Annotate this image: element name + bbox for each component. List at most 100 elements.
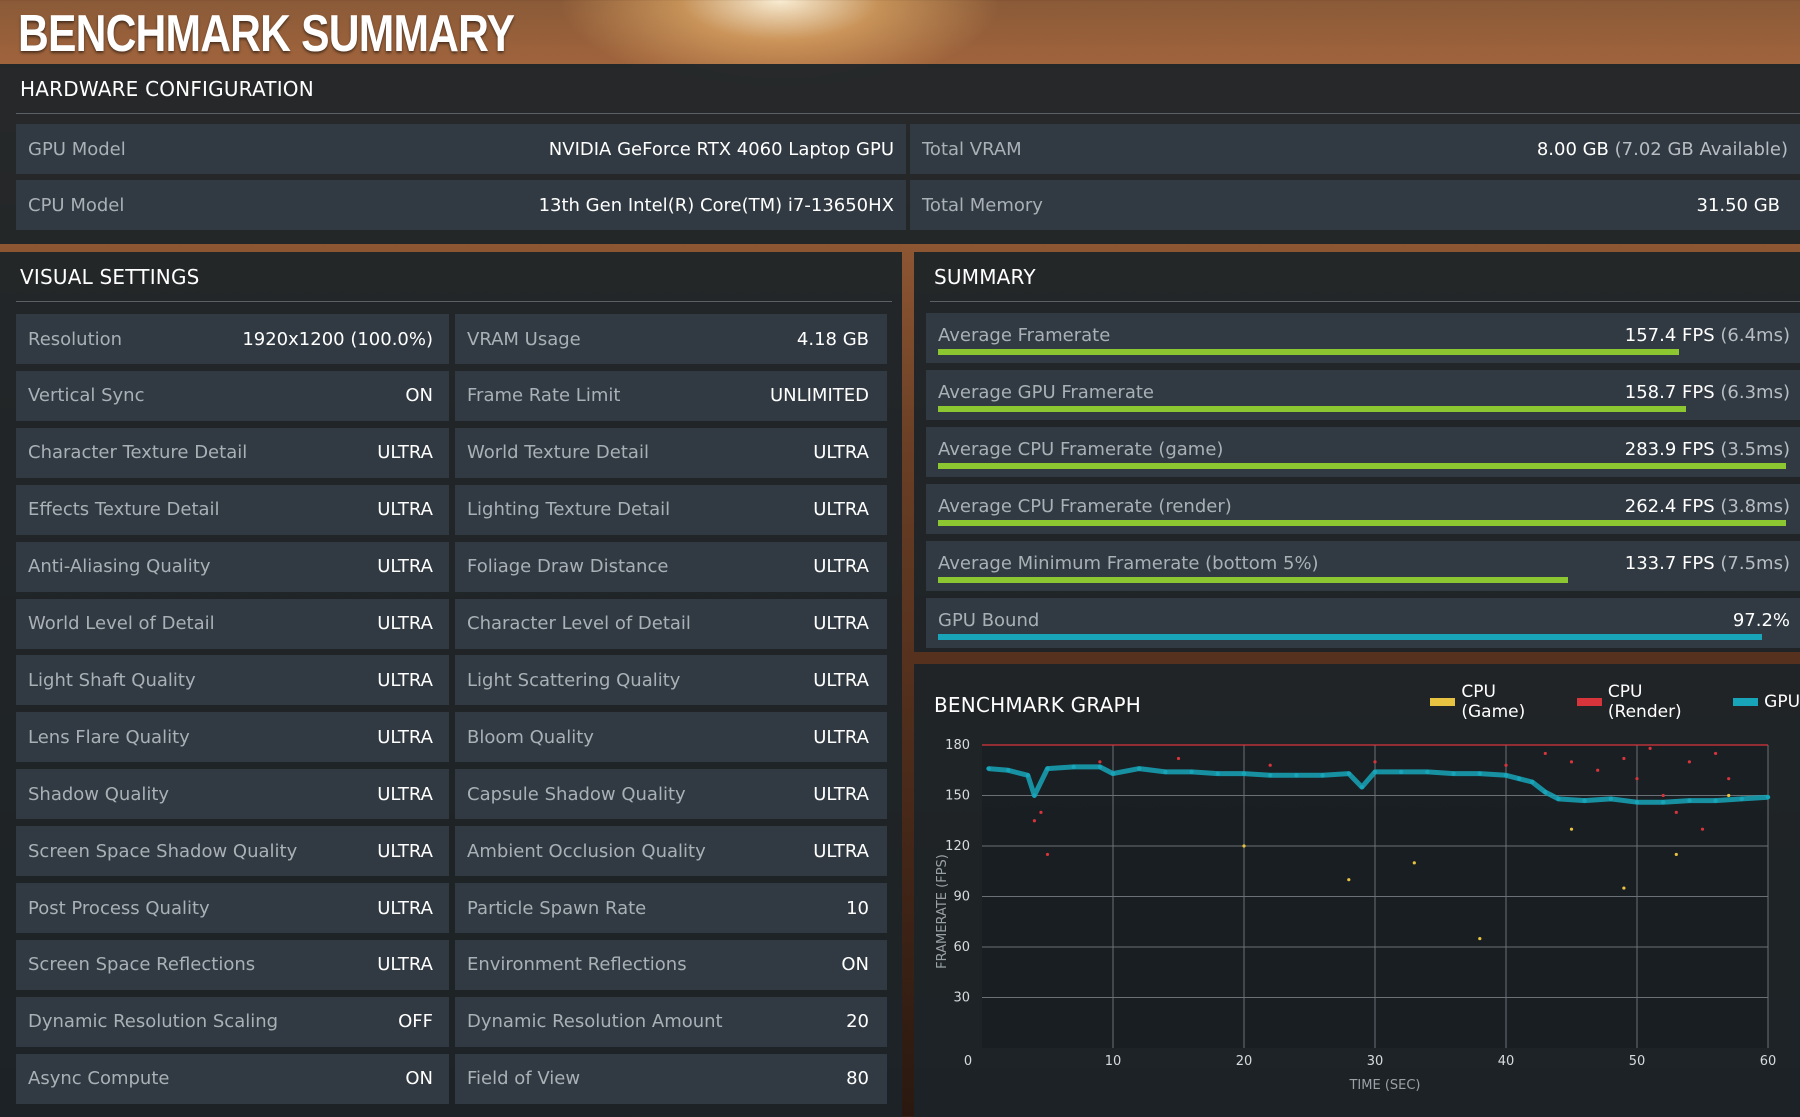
setting-label: Vertical Sync bbox=[28, 385, 145, 407]
setting-label: Lens Flare Quality bbox=[28, 726, 190, 748]
data-point-gpu bbox=[1045, 766, 1050, 771]
summary-row: Average CPU Framerate (game) 283.9 FPS (3… bbox=[926, 427, 1800, 477]
setting-row: Bloom Quality ULTRA bbox=[455, 712, 887, 763]
summary-progress-bar bbox=[938, 406, 1686, 412]
x-tick-label: 50 bbox=[1629, 1054, 1646, 1069]
data-point-cpu-render bbox=[1727, 777, 1731, 781]
legend-label-cpu-game: CPU (Game) bbox=[1461, 682, 1526, 722]
data-point-gpu bbox=[1451, 771, 1456, 776]
setting-row: Character Texture Detail ULTRA bbox=[16, 427, 449, 478]
x-axis-label: TIME (SEC) bbox=[1348, 1078, 1420, 1093]
setting-label: Particle Spawn Rate bbox=[467, 897, 647, 919]
benchmark-graph-heading: BENCHMARK GRAPH bbox=[934, 693, 1141, 717]
summary-fps: 133.7 FPS bbox=[1624, 553, 1715, 574]
data-point-cpu-render bbox=[1648, 746, 1652, 750]
y-tick-label: 120 bbox=[945, 839, 970, 854]
data-point-gpu bbox=[1543, 789, 1548, 795]
setting-value: ULTRA bbox=[813, 840, 869, 862]
data-point-gpu bbox=[1687, 798, 1692, 803]
setting-value: ULTRA bbox=[377, 669, 433, 691]
data-point-gpu bbox=[1241, 771, 1247, 776]
data-point-gpu bbox=[1634, 800, 1640, 805]
x-tick-label: 30 bbox=[1367, 1054, 1384, 1069]
summary-value: 157.4 FPS (6.4ms) bbox=[1625, 325, 1790, 346]
data-point-cpu-game bbox=[1622, 886, 1626, 890]
summary-fps: 262.4 FPS bbox=[1624, 496, 1715, 517]
setting-row: World Level of Detail ULTRA bbox=[16, 598, 449, 649]
data-point-cpu-render bbox=[1373, 760, 1377, 764]
summary-label: GPU Bound bbox=[938, 610, 1040, 631]
setting-row: Character Level of Detail ULTRA bbox=[455, 598, 887, 649]
setting-row: Dynamic Resolution Amount 20 bbox=[455, 996, 887, 1047]
setting-label: Async Compute bbox=[28, 1068, 170, 1090]
data-point-gpu bbox=[1359, 784, 1365, 790]
data-point-gpu bbox=[1425, 769, 1430, 775]
y-axis-label: FRAMERATE (FPS) bbox=[935, 854, 950, 969]
benchmark-chart: 30 60 90 120 150 180 0 10 20 30 40 50 60 TIME (SEC) FR… bbox=[935, 738, 1776, 1093]
summary-progress-bar bbox=[938, 463, 1786, 469]
summary-progress-bar bbox=[938, 520, 1786, 526]
setting-value: 20 bbox=[846, 1011, 869, 1033]
data-point-gpu bbox=[1025, 773, 1031, 778]
setting-value: ULTRA bbox=[813, 556, 869, 578]
setting-value: ULTRA bbox=[377, 442, 433, 464]
legend-label-gpu: GPU bbox=[1764, 692, 1800, 712]
data-point-gpu bbox=[1294, 773, 1299, 778]
legend-swatch-gpu bbox=[1732, 698, 1759, 706]
setting-label: Screen Space Shadow Quality bbox=[28, 840, 298, 862]
summary-row: GPU Bound 97.2% bbox=[926, 598, 1800, 648]
total-vram-amount: 8.00 GB bbox=[1536, 138, 1609, 160]
total-vram-available: (7.02 GB Available) bbox=[1614, 138, 1788, 160]
setting-label: Light Scattering Quality bbox=[467, 669, 681, 691]
data-point-gpu bbox=[1189, 769, 1194, 775]
setting-row: Environment Reflections ON bbox=[455, 939, 887, 990]
data-point-gpu bbox=[1713, 798, 1718, 803]
setting-label: Ambient Occlusion Quality bbox=[467, 840, 706, 862]
data-point-cpu-render bbox=[1032, 819, 1036, 823]
gpu-model-row: GPU Model NVIDIA GeForce RTX 4060 Laptop… bbox=[16, 124, 906, 174]
data-point-gpu bbox=[1477, 771, 1482, 776]
x-tick-label: 0 bbox=[964, 1054, 972, 1069]
summary-fps: 157.4 FPS bbox=[1624, 325, 1715, 346]
data-point-cpu-game bbox=[1727, 793, 1731, 798]
y-tick-label: 90 bbox=[953, 890, 970, 905]
data-point-gpu bbox=[1399, 769, 1404, 775]
setting-label: Resolution bbox=[28, 328, 123, 350]
setting-label: World Texture Detail bbox=[467, 442, 649, 464]
data-point-cpu-render bbox=[1687, 760, 1691, 764]
data-point-cpu-render bbox=[1098, 760, 1102, 764]
data-point-cpu-render bbox=[1596, 768, 1600, 772]
data-point-gpu bbox=[1006, 768, 1011, 773]
y-tick-label: 180 bbox=[945, 738, 970, 753]
total-vram-row: Total VRAM 8.00 GB (7.02 GB Available) bbox=[910, 124, 1800, 174]
data-point-gpu bbox=[1608, 796, 1613, 802]
setting-label: Anti-Aliasing Quality bbox=[28, 556, 211, 578]
data-point-cpu-game bbox=[1674, 852, 1678, 857]
data-point-gpu bbox=[1346, 771, 1351, 776]
series-line-gpu bbox=[988, 764, 1769, 805]
data-point-gpu bbox=[1516, 776, 1522, 781]
summary-ms: (7.5ms) bbox=[1720, 553, 1790, 574]
setting-value: ULTRA bbox=[377, 897, 433, 919]
data-point-gpu bbox=[1556, 796, 1561, 802]
summary-value: 283.9 FPS (3.5ms) bbox=[1625, 439, 1790, 460]
summary-value: 262.4 FPS (3.8ms) bbox=[1625, 496, 1790, 517]
data-point-cpu-render bbox=[1039, 810, 1043, 814]
setting-label: Environment Reflections bbox=[467, 954, 687, 976]
setting-row: World Texture Detail ULTRA bbox=[455, 427, 887, 478]
summary-progress-bar bbox=[938, 634, 1762, 640]
setting-row: Anti-Aliasing Quality ULTRA bbox=[16, 541, 449, 592]
setting-row: Foliage Draw Distance ULTRA bbox=[455, 541, 887, 592]
legend-swatch-cpu-render bbox=[1576, 698, 1602, 706]
data-point-cpu-render bbox=[1674, 810, 1678, 814]
setting-row: Particle Spawn Rate 10 bbox=[455, 883, 887, 933]
data-point-cpu-render bbox=[1700, 827, 1705, 831]
setting-value: 80 bbox=[846, 1068, 869, 1090]
setting-value: 1920x1200 (100.0%) bbox=[242, 328, 433, 350]
summary-row: Average GPU Framerate 158.7 FPS (6.3ms) bbox=[926, 370, 1800, 420]
data-point-gpu bbox=[1320, 773, 1325, 778]
setting-row: Field of View 80 bbox=[455, 1053, 887, 1104]
setting-label: Dynamic Resolution Scaling bbox=[28, 1011, 279, 1033]
summary-row: Average CPU Framerate (render) 262.4 FPS … bbox=[926, 484, 1800, 534]
setting-value: ULTRA bbox=[377, 613, 433, 634]
